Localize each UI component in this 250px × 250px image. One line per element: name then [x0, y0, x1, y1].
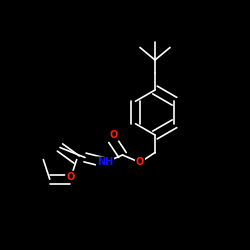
Text: O: O [136, 158, 144, 168]
Text: O: O [66, 172, 74, 182]
Text: NH: NH [97, 158, 113, 168]
Text: O: O [110, 130, 118, 140]
